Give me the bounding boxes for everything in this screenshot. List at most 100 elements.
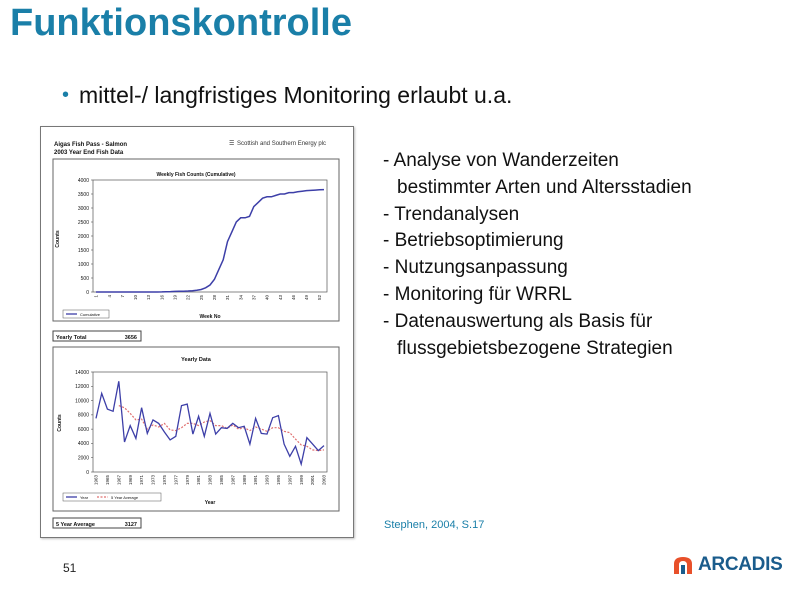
company-name: Scottish and Southern Energy plc	[237, 141, 326, 147]
chart2-xtick-label: 1977	[173, 475, 178, 486]
chart2-xtick-label: 1965	[105, 475, 110, 486]
chart2-xtick-label: 1987	[230, 475, 235, 486]
chart1-ytick-label: 3000	[78, 206, 89, 212]
chart1-title: Weekly Fish Counts (Cumulative)	[156, 172, 235, 178]
chart2-xtick-label: 1973	[151, 475, 156, 486]
chart1-ylabel: Counts	[55, 230, 61, 247]
chart1-xtick-label: 31	[225, 295, 230, 301]
cumulative-line	[96, 188, 325, 293]
chart2-xtick-label: 1967	[116, 475, 121, 486]
report-header-line2: 2003 Year End Fish Data	[54, 150, 124, 156]
chart1-frame	[52, 158, 340, 322]
report-svg: Aigas Fish Pass - Salmon 2003 Year End F…	[52, 140, 340, 529]
chart2-legend-label-avg: 5 Year Average	[111, 495, 139, 500]
chart2-xtick-label: 1993	[265, 475, 270, 486]
list-item: - Trendanalysen	[383, 203, 520, 225]
chart1-legend	[62, 309, 110, 319]
chart2-legend	[62, 492, 162, 502]
five-year-average-box	[52, 517, 142, 529]
chart2-legend-label-year: Year	[80, 495, 89, 500]
yearly-total-value: 3656	[125, 335, 137, 341]
chart1-xtick-label: 22	[186, 295, 191, 301]
company-logo-mark: ☰	[229, 140, 234, 147]
chart2-ytick-label: 6000	[78, 427, 89, 433]
chart2-title: Yearly Data	[181, 357, 212, 363]
list-item: - Analyse von Wanderzeiten	[383, 150, 619, 171]
chart2-ytick-label: 8000	[78, 413, 89, 419]
chart1-xtick-label: 7	[120, 295, 125, 298]
chart1-xtick-label: 43	[278, 295, 283, 301]
chart1-plot-area	[92, 179, 328, 293]
chart2-plot-area	[92, 371, 328, 473]
chart2-ytick-label: 0	[86, 470, 89, 476]
arcadis-logo-icon	[674, 557, 692, 574]
chart2-xtick-label: 1971	[139, 475, 144, 486]
chart2-xtick-label: 1989	[242, 475, 247, 486]
five-year-average-line	[118, 405, 325, 452]
chart1-xtick-label: 13	[146, 295, 151, 301]
chart2-xtick-label: 1969	[128, 475, 133, 486]
chart1-ytick-label: 2500	[78, 220, 89, 226]
chart1-xtick-label: 19	[173, 295, 178, 301]
chart1-xtick-label: 10	[133, 295, 138, 301]
page-number: 51	[63, 561, 77, 575]
chart2-frame	[52, 346, 340, 512]
chart2-xtick-label: 1995	[276, 475, 281, 486]
chart2-xtick-label: 2001	[310, 475, 315, 486]
chart1-xtick-label: 34	[238, 295, 243, 301]
bullet-icon: •	[62, 84, 70, 106]
chart2-xtick-label: 1963	[94, 475, 99, 486]
chart1-ytick-label: 2000	[78, 234, 89, 240]
chart1-ytick-label: 3500	[78, 192, 89, 198]
scanned-report-figure: Aigas Fish Pass - Salmon 2003 Year End F…	[40, 126, 354, 538]
chart2-xtick-label: 2003	[322, 475, 327, 486]
benefit-list: - Analyse von Wanderzeiten bestimmter Ar…	[383, 148, 692, 362]
chart1-xlabel: Week No	[199, 314, 220, 320]
chart1-ytick-label: 1500	[78, 248, 89, 254]
list-item: - Nutzungsanpassung	[383, 257, 568, 279]
chart1-xtick-label: 4	[107, 295, 112, 298]
slide-title: Funktionskontrolle	[10, 2, 352, 44]
chart2-ytick-label: 14000	[75, 370, 89, 376]
chart1-xtick-label: 52	[317, 295, 322, 301]
chart1-xtick-label: 37	[251, 295, 256, 301]
chart1-xtick-label: 16	[159, 295, 164, 301]
chart2-xtick-label: 1985	[219, 475, 224, 486]
chart2-xtick-label: 1981	[196, 475, 201, 486]
bullet-text: mittel-/ langfristiges Monitoring erlaub…	[79, 82, 513, 108]
yearly-counts-line	[95, 381, 325, 467]
chart1-ytick-label: 0	[86, 290, 89, 296]
source-citation: Stephen, 2004, S.17	[384, 519, 485, 531]
chart2-ytick-label: 12000	[75, 384, 89, 390]
arcadis-logo: ARCADIS	[672, 554, 783, 576]
chart2-xlabel: Year	[205, 500, 216, 506]
chart2-ytick-label: 2000	[78, 456, 89, 462]
chart1-legend-label: Cumulative	[80, 312, 101, 317]
list-item: - Datenauswertung als Basis für	[383, 310, 653, 332]
arcadis-logo-text: ARCADIS	[698, 554, 783, 575]
chart1-xtick-label: 49	[304, 295, 309, 301]
list-item: - Betriebsoptimierung	[383, 230, 564, 252]
list-item: flussgebietsbezogene Strategien	[397, 337, 673, 359]
chart2-ytick-label: 10000	[75, 398, 89, 404]
chart2-xtick-label: 1975	[162, 475, 167, 486]
chart1-ytick-label: 4000	[78, 178, 89, 184]
chart2-ylabel: Counts	[57, 414, 63, 431]
report-header-line1: Aigas Fish Pass - Salmon	[54, 142, 127, 148]
five-year-average-label: 5 Year Average	[56, 522, 95, 528]
chart1-ytick-label: 500	[81, 276, 90, 282]
chart2-ytick-label: 4000	[78, 441, 89, 447]
chart1-xtick-label: 25	[199, 295, 204, 301]
list-item: bestimmter Arten und Altersstadien	[397, 176, 692, 198]
chart1-xtick-label: 28	[212, 295, 217, 301]
chart2-xtick-label: 1999	[299, 475, 304, 486]
list-item: - Monitoring für WRRL	[383, 283, 572, 305]
chart2-xtick-label: 1997	[287, 475, 292, 486]
yearly-total-label: Yearly Total	[56, 335, 87, 341]
chart2-xtick-label: 1991	[253, 475, 258, 486]
chart2-xtick-label: 1979	[185, 475, 190, 486]
chart1-ytick-label: 1000	[78, 262, 89, 268]
five-year-average-value: 3127	[125, 522, 137, 528]
bullet-point: • mittel-/ langfristiges Monitoring erlau…	[62, 82, 512, 109]
chart1-xtick-label: 40	[265, 295, 270, 301]
